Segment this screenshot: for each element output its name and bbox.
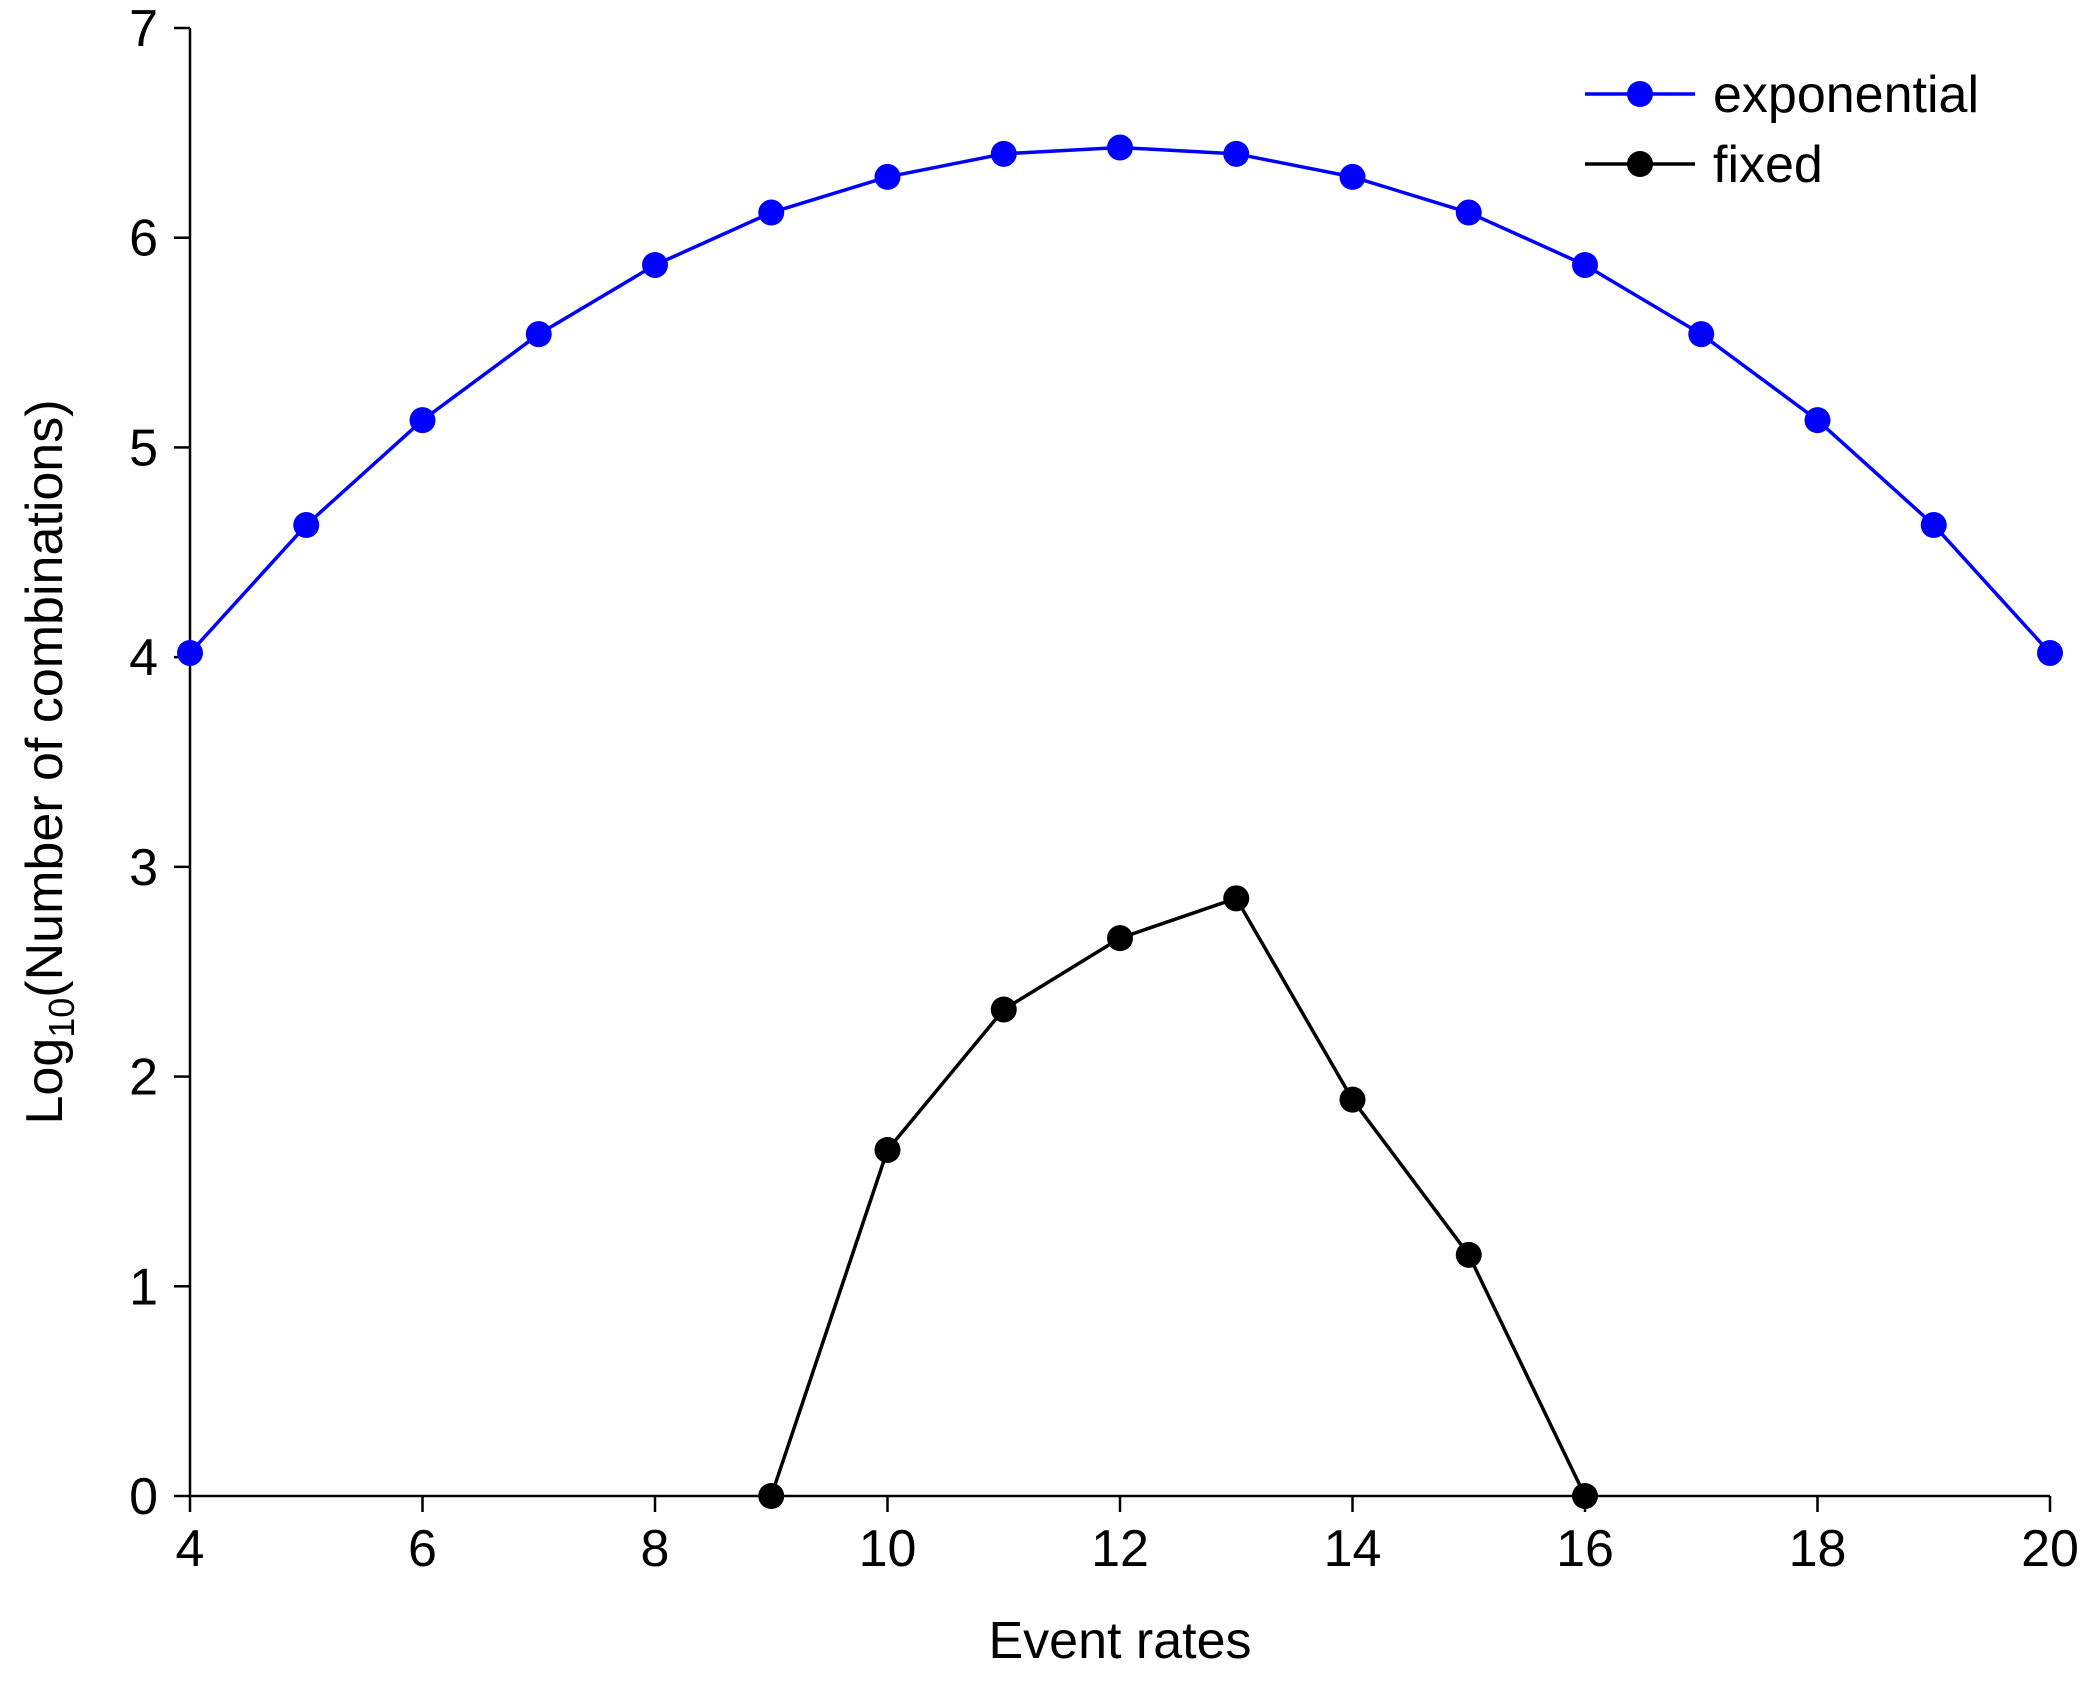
data-point	[642, 251, 668, 278]
y-tick-label: 7	[129, 0, 158, 58]
data-point	[2037, 639, 2063, 666]
data-point	[1339, 1086, 1366, 1113]
y-tick-label: 6	[129, 210, 158, 268]
data-point	[758, 199, 785, 226]
x-tick-label: 12	[1091, 1520, 1149, 1578]
x-axis-ticks: 4 6 8 10 12 14 16 18 20	[176, 1496, 2079, 1578]
series-line	[769, 896, 1587, 1497]
data-point	[525, 321, 552, 348]
x-tick-label: 18	[1789, 1520, 1847, 1578]
y-tick-label: 3	[129, 839, 158, 897]
axes	[188, 28, 2050, 1498]
data-point	[874, 163, 901, 190]
data-point	[1804, 407, 1831, 434]
data-point	[990, 140, 1017, 167]
series-fixed	[758, 885, 1598, 1509]
series-layer	[177, 134, 2063, 1509]
data-point	[293, 512, 320, 539]
x-tick-label: 6	[408, 1520, 437, 1578]
data-point	[1339, 163, 1366, 190]
data-point	[1455, 1241, 1482, 1268]
series-line	[188, 145, 2052, 655]
y-tick-label: 0	[129, 1468, 158, 1526]
x-tick-label: 20	[2021, 1520, 2079, 1578]
data-point	[1223, 140, 1250, 167]
legend-swatch-marker	[1627, 81, 1653, 107]
series-exponential	[177, 134, 2063, 666]
data-point	[409, 407, 436, 434]
data-point	[1920, 512, 1947, 539]
legend: exponential fixed	[1585, 66, 1979, 194]
data-point	[1107, 134, 1133, 161]
y-axis-label-rest: (Number of combinations)	[16, 399, 74, 997]
y-tick-label: 1	[129, 1258, 158, 1316]
y-tick-label: 4	[129, 629, 158, 687]
y-axis-label-base: Log	[16, 1038, 74, 1125]
data-point	[874, 1136, 901, 1163]
x-tick-label: 16	[1556, 1520, 1614, 1578]
data-point	[1455, 199, 1482, 226]
data-point	[758, 1483, 785, 1509]
y-tick-label: 5	[129, 419, 158, 477]
legend-swatch-marker	[1627, 151, 1653, 177]
x-tick-label: 14	[1324, 1520, 1382, 1578]
legend-item: fixed	[1585, 136, 1823, 194]
data-point	[1572, 1483, 1598, 1509]
legend-label: fixed	[1713, 136, 1823, 194]
y-axis-ticks: 0 1 2 3 4 5 6 7	[129, 0, 190, 1526]
data-point	[1107, 925, 1133, 952]
x-tick-label: 10	[859, 1520, 917, 1578]
data-point	[1572, 251, 1598, 278]
legend-item: exponential	[1585, 66, 1979, 124]
y-tick-label: 2	[129, 1049, 158, 1107]
data-point	[1223, 885, 1250, 912]
x-tick-label: 8	[641, 1520, 670, 1578]
x-axis-label: Event rates	[988, 1612, 1251, 1670]
data-point	[990, 996, 1017, 1023]
x-tick-label: 4	[176, 1520, 205, 1578]
y-axis-label-subscript: 10	[41, 998, 82, 1038]
data-point	[1688, 321, 1715, 348]
legend-label: exponential	[1713, 66, 1979, 124]
y-axis-label: Log10(Number of combinations)	[16, 399, 82, 1124]
data-point	[177, 639, 203, 666]
